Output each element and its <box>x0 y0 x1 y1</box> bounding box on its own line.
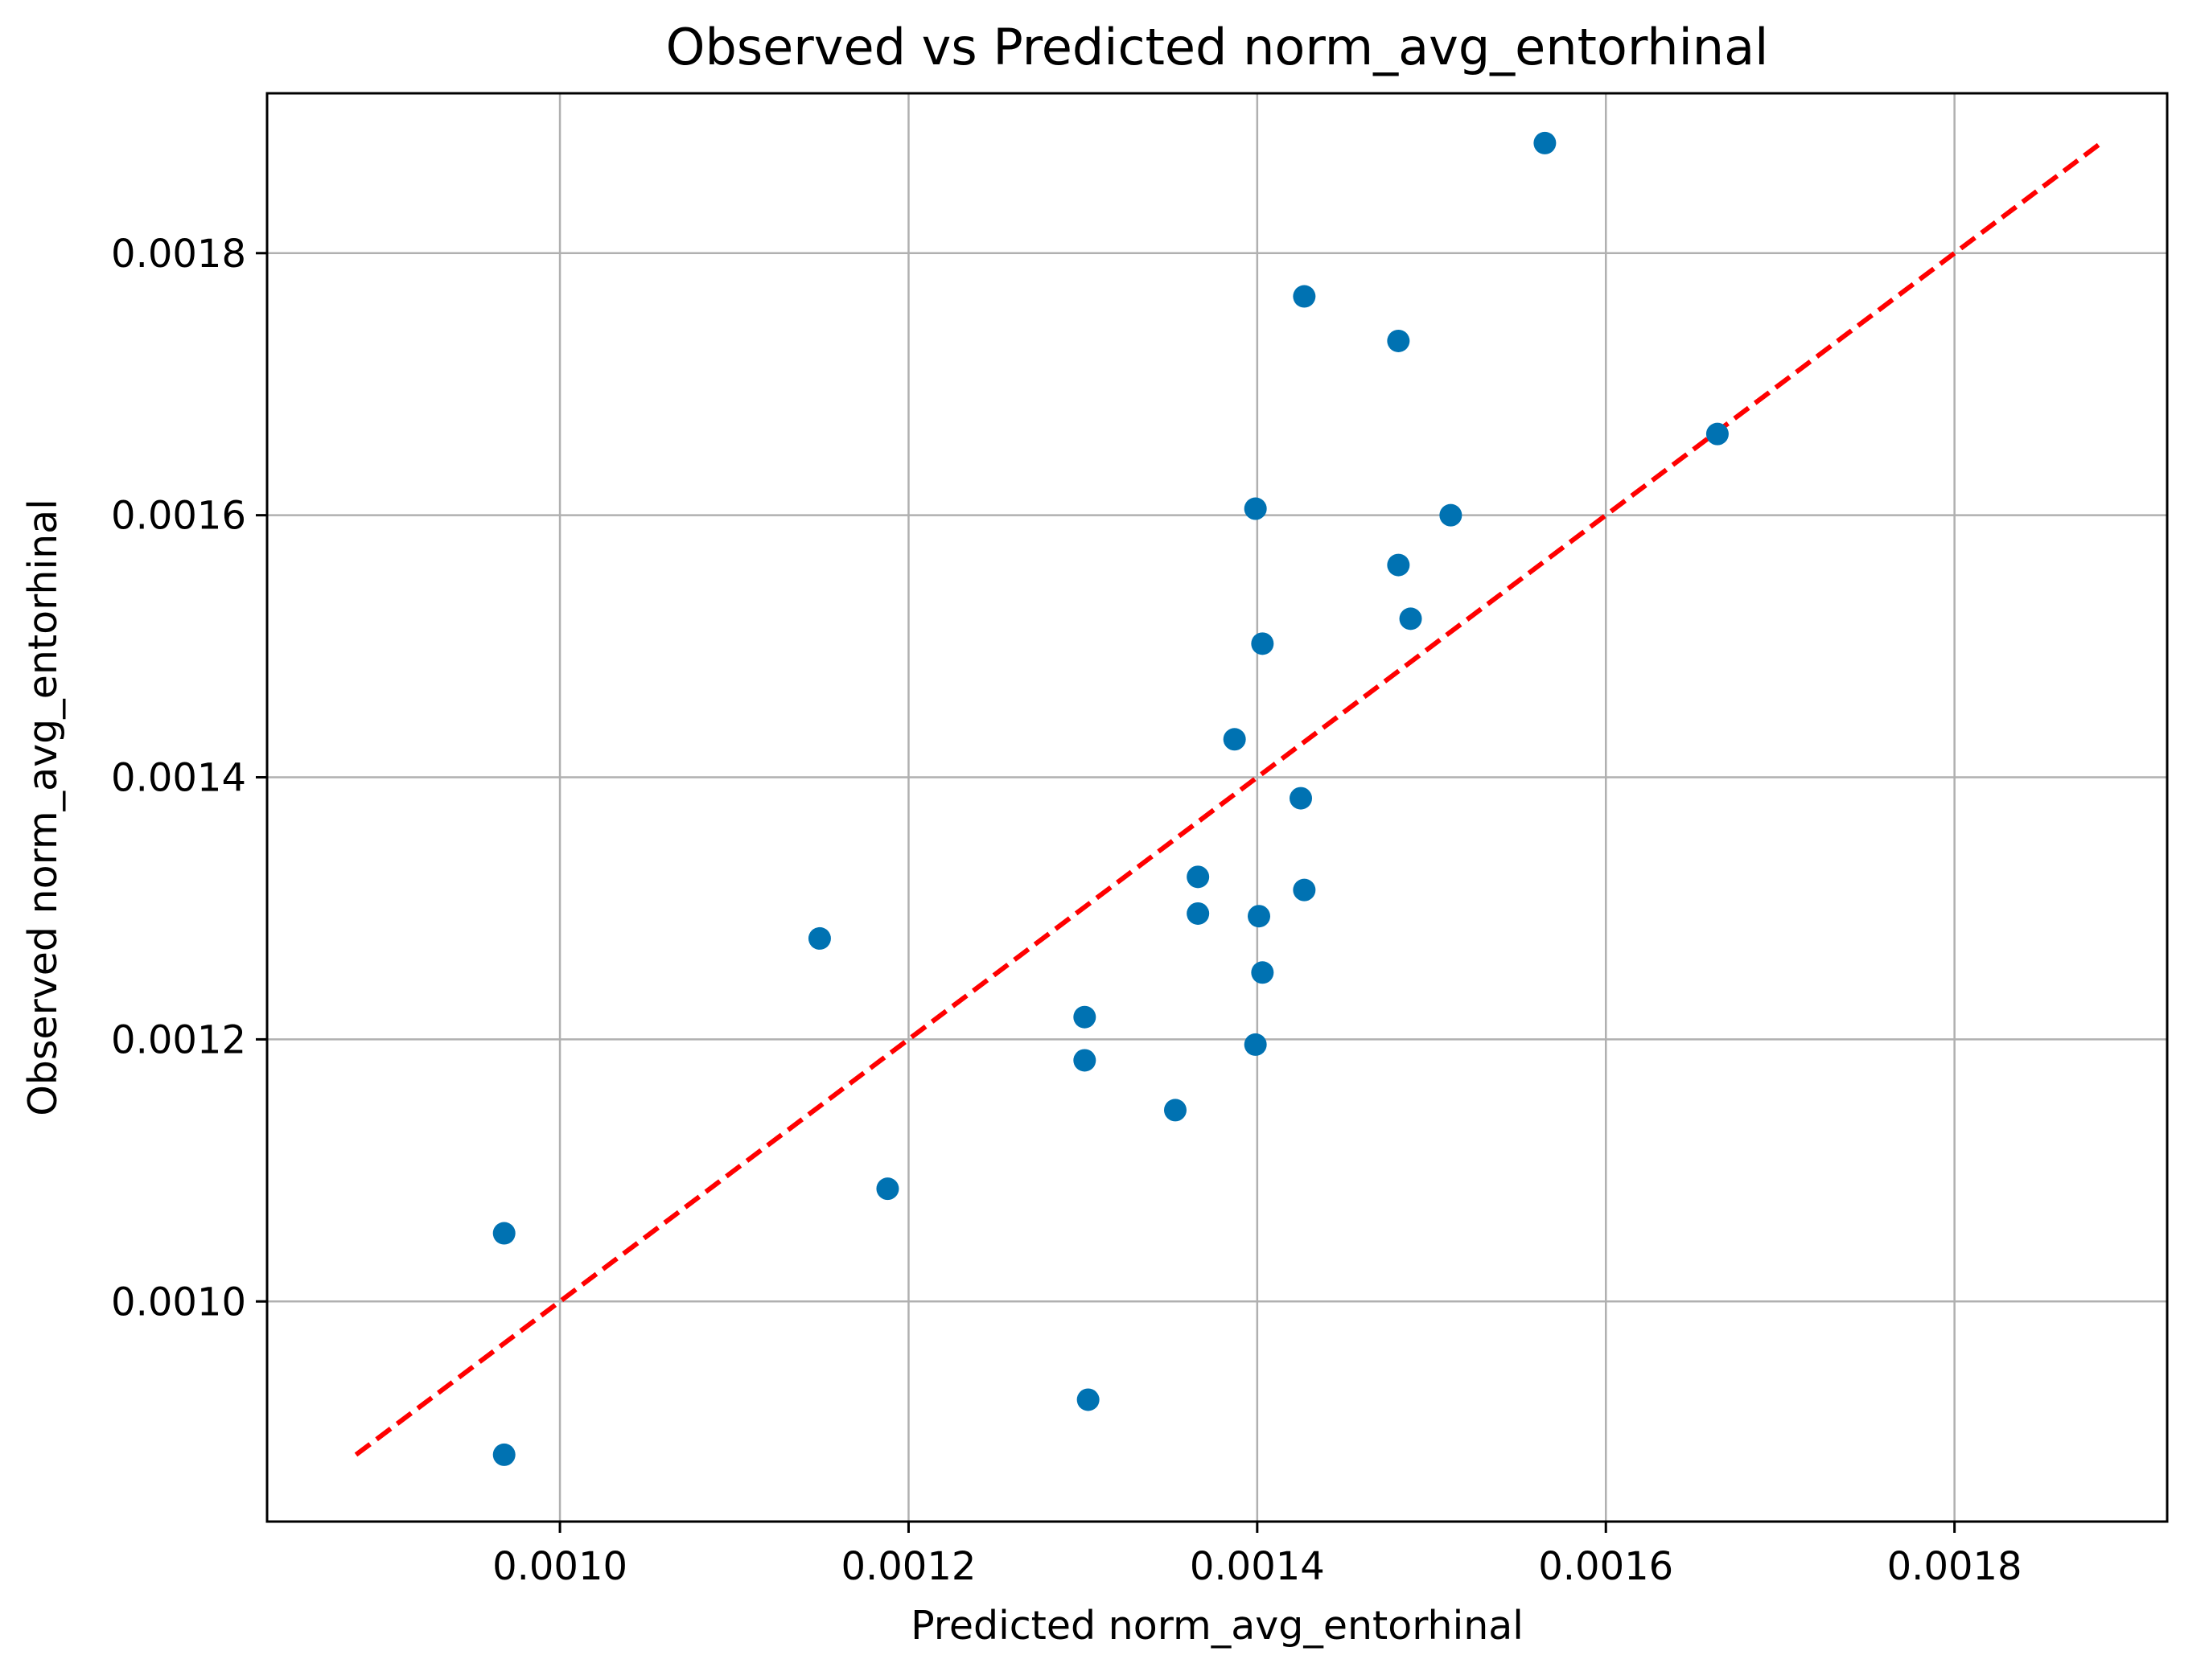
x-tick-label: 0.0018 <box>1887 1544 2022 1589</box>
scatter-point <box>1399 607 1422 631</box>
scatter-point <box>1073 1049 1096 1072</box>
y-tick-label: 0.0018 <box>111 232 246 277</box>
scatter-point <box>1290 787 1313 810</box>
scatter-point <box>492 1443 516 1466</box>
scatter-point <box>876 1177 899 1201</box>
scatter-point <box>1533 131 1557 154</box>
scatter-point <box>1251 632 1274 655</box>
data-points <box>492 131 1729 1466</box>
scatter-point <box>1244 1033 1267 1056</box>
scatter-point <box>1705 422 1729 446</box>
scatter-point <box>1073 1005 1096 1029</box>
y-axis-label: Observed norm_avg_entorhinal <box>20 499 66 1116</box>
scatter-point <box>1076 1388 1100 1411</box>
scatter-point <box>1163 1099 1187 1122</box>
scatter-point <box>1223 728 1246 751</box>
scatter-point <box>1251 961 1274 984</box>
y-tick-label: 0.0010 <box>111 1280 246 1325</box>
axis-ticks: 0.0010 0.0012 0.0014 0.0016 0.0018 0.0010 0.00… <box>111 232 2022 1589</box>
grid <box>267 93 2167 1522</box>
x-tick-label: 0.0012 <box>841 1544 976 1589</box>
plot-frame <box>265 92 2169 1523</box>
x-tick-label: 0.0014 <box>1190 1544 1325 1589</box>
scatter-point <box>1439 503 1462 527</box>
scatter-point <box>492 1222 516 1245</box>
scatter-point <box>1248 905 1271 928</box>
reference-line-layer <box>354 139 2104 1457</box>
identity-reference-line <box>354 139 2104 1457</box>
x-axis-label: Predicted norm_avg_entorhinal <box>911 1603 1524 1649</box>
chart-title: Observed vs Predicted norm_avg_entorhina… <box>666 18 1769 76</box>
y-tick-label: 0.0012 <box>111 1017 246 1062</box>
scatter-point <box>1187 865 1210 889</box>
scatter-point <box>1387 329 1410 352</box>
scatter-point <box>1387 553 1410 577</box>
scatter-point <box>1293 285 1316 308</box>
x-tick-label: 0.0010 <box>492 1544 627 1589</box>
scatter-point <box>808 926 831 950</box>
y-tick-label: 0.0016 <box>111 494 246 539</box>
scatter-point <box>1244 497 1267 520</box>
y-tick-label: 0.0014 <box>111 756 246 801</box>
scatter-point <box>1187 902 1210 925</box>
scatter-point <box>1293 878 1316 902</box>
x-tick-label: 0.0016 <box>1538 1544 1673 1589</box>
